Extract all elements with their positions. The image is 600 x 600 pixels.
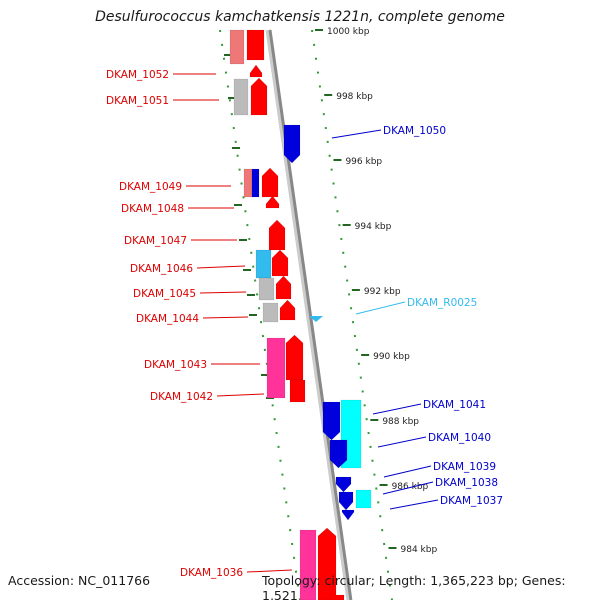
scale-label: 994 kbp — [355, 222, 392, 232]
gene-arrow-1038 — [338, 491, 354, 511]
gene-label-leader — [246, 569, 293, 573]
gene-box-1043-pink — [266, 337, 286, 399]
scale-label: 988 kbp — [382, 417, 419, 427]
gene-label-left: DKAM_1045 — [133, 288, 196, 300]
gene-label-left: DKAM_1043 — [144, 359, 207, 371]
gene-label-left: DKAM_1052 — [106, 69, 169, 81]
trna-marker — [309, 316, 323, 322]
gene-arrow-1039 — [335, 476, 352, 493]
gene-arrow-1052 — [246, 29, 265, 61]
gene-label-left: DKAM_1047 — [124, 235, 187, 247]
gene-box-1044-grey — [262, 302, 279, 323]
gene-arrow-1049 — [261, 167, 279, 198]
gene-box-1036-pink — [299, 529, 317, 600]
gene-arrow-1046 — [271, 249, 289, 277]
gene-arrow-1040 — [329, 439, 348, 469]
gene-label-right: DKAM_1040 — [428, 432, 491, 444]
gene-label-left: DKAM_1036 — [180, 567, 243, 579]
gene-box-1038-cyan — [355, 489, 372, 509]
gene-label-left: DKAM_1046 — [130, 263, 193, 275]
gene-box-1046-skyblue — [255, 249, 272, 279]
scale-label: 998 kbp — [336, 92, 373, 102]
gene-box-1052-pale — [229, 29, 245, 65]
gene-arrow-1045 — [275, 275, 292, 300]
gene-label-leader — [382, 481, 434, 495]
gene-label-leader — [389, 499, 439, 510]
gene-arrow-1050 — [283, 124, 301, 164]
gene-label-leader — [202, 316, 249, 319]
gene-label-right: DKAM_1041 — [423, 399, 486, 411]
gene-label-leader — [377, 436, 427, 448]
gene-label-leader — [372, 403, 422, 415]
gene-label-right: DKAM_1050 — [383, 125, 446, 137]
gene-label-leader — [196, 265, 246, 269]
gene-box-1051-grey — [233, 78, 249, 116]
gene-box-1045-grey — [258, 277, 275, 301]
gene-label-leader — [355, 301, 406, 315]
gene-label-right: DKAM_1039 — [433, 461, 496, 473]
gene-label-leader — [199, 291, 247, 294]
scale-label: 1000 kbp — [327, 27, 370, 37]
gene-label-left: DKAM_1048 — [121, 203, 184, 215]
genome-backbone — [268, 29, 353, 600]
gene-box-1049-pale — [243, 168, 253, 198]
gene-label-right: DKAM_1038 — [435, 477, 498, 489]
gene-arrow-1037 — [341, 509, 355, 521]
gene-arrow-1047 — [268, 219, 286, 251]
map-title: Desulfurococcus kamchatkensis 1221n, com… — [95, 9, 505, 25]
gene-arrow-1052b — [249, 64, 263, 78]
gene-arrow-1051 — [250, 77, 268, 116]
gene-arrow-1043 — [285, 334, 304, 381]
gene-arrow-1048 — [265, 195, 280, 209]
gene-arrow-1044 — [279, 299, 296, 321]
topology-text: Topology: circular; Length: 1,365,223 bp… — [262, 573, 566, 600]
gene-label-left: DKAM_1042 — [150, 391, 213, 403]
scale-label: 984 kbp — [401, 545, 438, 555]
gene-label-left: DKAM_1051 — [106, 95, 169, 107]
scale-label: 990 kbp — [373, 352, 410, 362]
scale-label: 992 kbp — [364, 287, 401, 297]
gene-label-right: DKAM_1037 — [440, 495, 503, 507]
gene-arrow-1041 — [322, 401, 341, 441]
gene-label-left: DKAM_1044 — [136, 313, 199, 325]
gene-label-left: DKAM_1049 — [119, 181, 182, 193]
gene-label-right: DKAM_R0025 — [407, 297, 477, 309]
gene-arrow-1036b — [329, 594, 345, 600]
gene-label-leader — [383, 465, 432, 478]
gene-arrow-1042 — [289, 379, 306, 403]
gene-box-1049-blue — [251, 168, 260, 198]
backbone-shadow — [265, 29, 352, 600]
scale-label: 996 kbp — [345, 157, 382, 167]
gene-arrow-1036 — [317, 527, 337, 600]
accession-text: Accession: NC_011766 — [8, 573, 151, 588]
gene-label-leader — [216, 393, 265, 397]
gene-label-leader — [331, 129, 382, 139]
